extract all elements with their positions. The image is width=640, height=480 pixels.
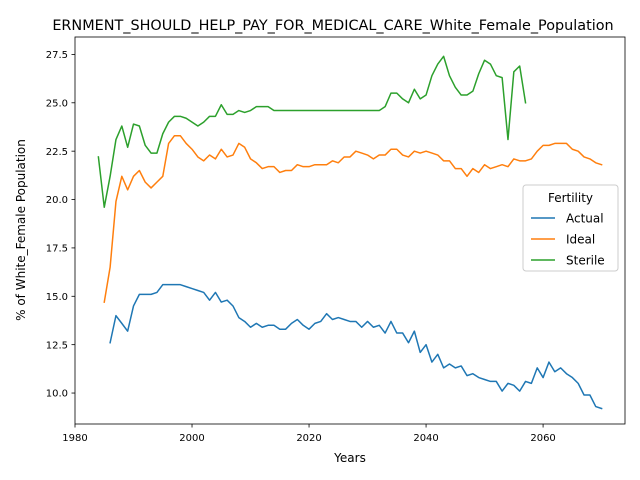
x-tick-label: 2020 [296, 433, 321, 444]
y-tick-label: 20.0 [46, 195, 68, 206]
y-axis-label: % of White_Female Population [14, 139, 28, 321]
legend-label-actual: Actual [566, 212, 604, 226]
series-line-ideal [103, 134, 603, 303]
x-tick-label: 2000 [179, 433, 204, 444]
x-tick-label: 1980 [62, 433, 87, 444]
series-line-actual [109, 283, 603, 410]
plot-area [74, 36, 626, 425]
y-tick-label: 22.5 [46, 147, 68, 158]
series-line-sterile [97, 55, 527, 209]
y-axis: 10.0 12.5 15.0 17.5 20.0 22.5 25.0 27.5 [46, 50, 75, 400]
x-axis-label: Years [333, 451, 366, 465]
y-tick-label: 15.0 [46, 292, 68, 303]
y-tick-label: 25.0 [46, 98, 68, 109]
chart-title: ERNMENT_SHOULD_HELP_PAY_FOR_MEDICAL_CARE… [52, 18, 613, 34]
legend: Fertility Actual Ideal Sterile [522, 184, 619, 272]
x-tick-label: 2040 [413, 433, 438, 444]
y-tick-label: 27.5 [46, 50, 68, 61]
x-tick-label: 2060 [530, 433, 555, 444]
legend-label-ideal: Ideal [566, 233, 595, 247]
legend-items: Actual Ideal Sterile [531, 212, 605, 268]
y-tick-label: 12.5 [46, 340, 68, 351]
legend-title: Fertility [548, 191, 593, 205]
x-axis: 1980 2000 2020 2040 2060 [62, 424, 556, 444]
y-tick-label: 10.0 [46, 389, 68, 400]
plot-series [97, 55, 603, 410]
legend-frame [522, 184, 619, 272]
y-tick-label: 17.5 [46, 244, 68, 255]
legend-label-sterile: Sterile [566, 254, 605, 268]
